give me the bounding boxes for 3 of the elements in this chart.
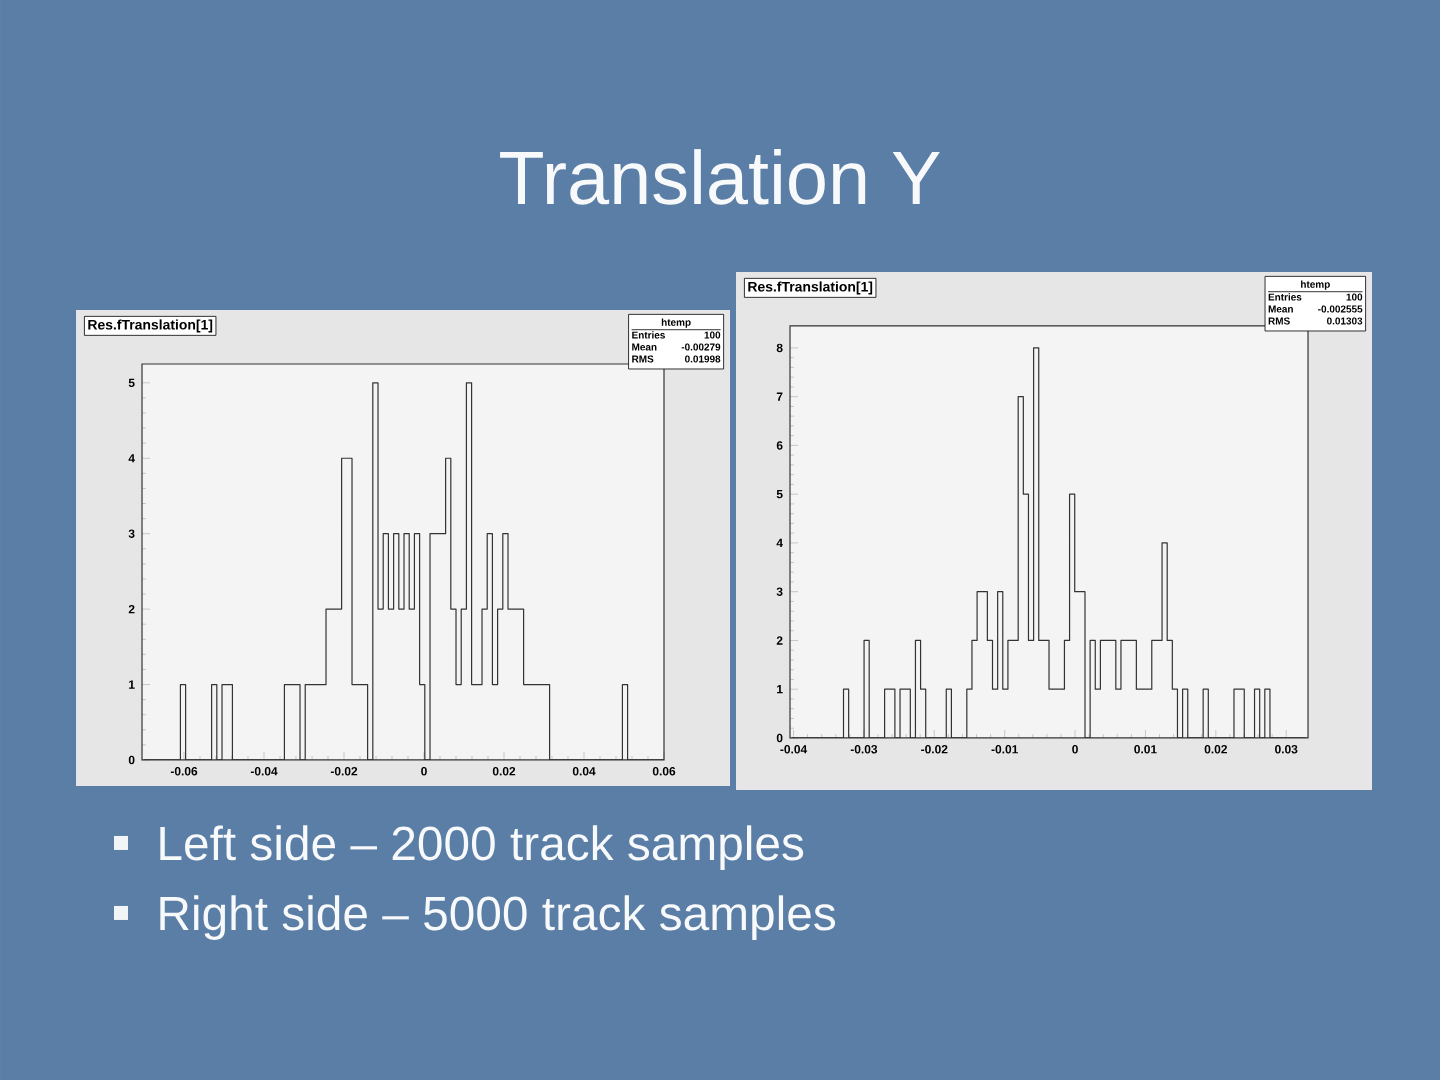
text: Left side – 2000 track samples: [160, 825, 804, 870]
text: Translation Y: [500, 149, 940, 205]
text: Right side – 5000 track samples: [160, 895, 836, 940]
